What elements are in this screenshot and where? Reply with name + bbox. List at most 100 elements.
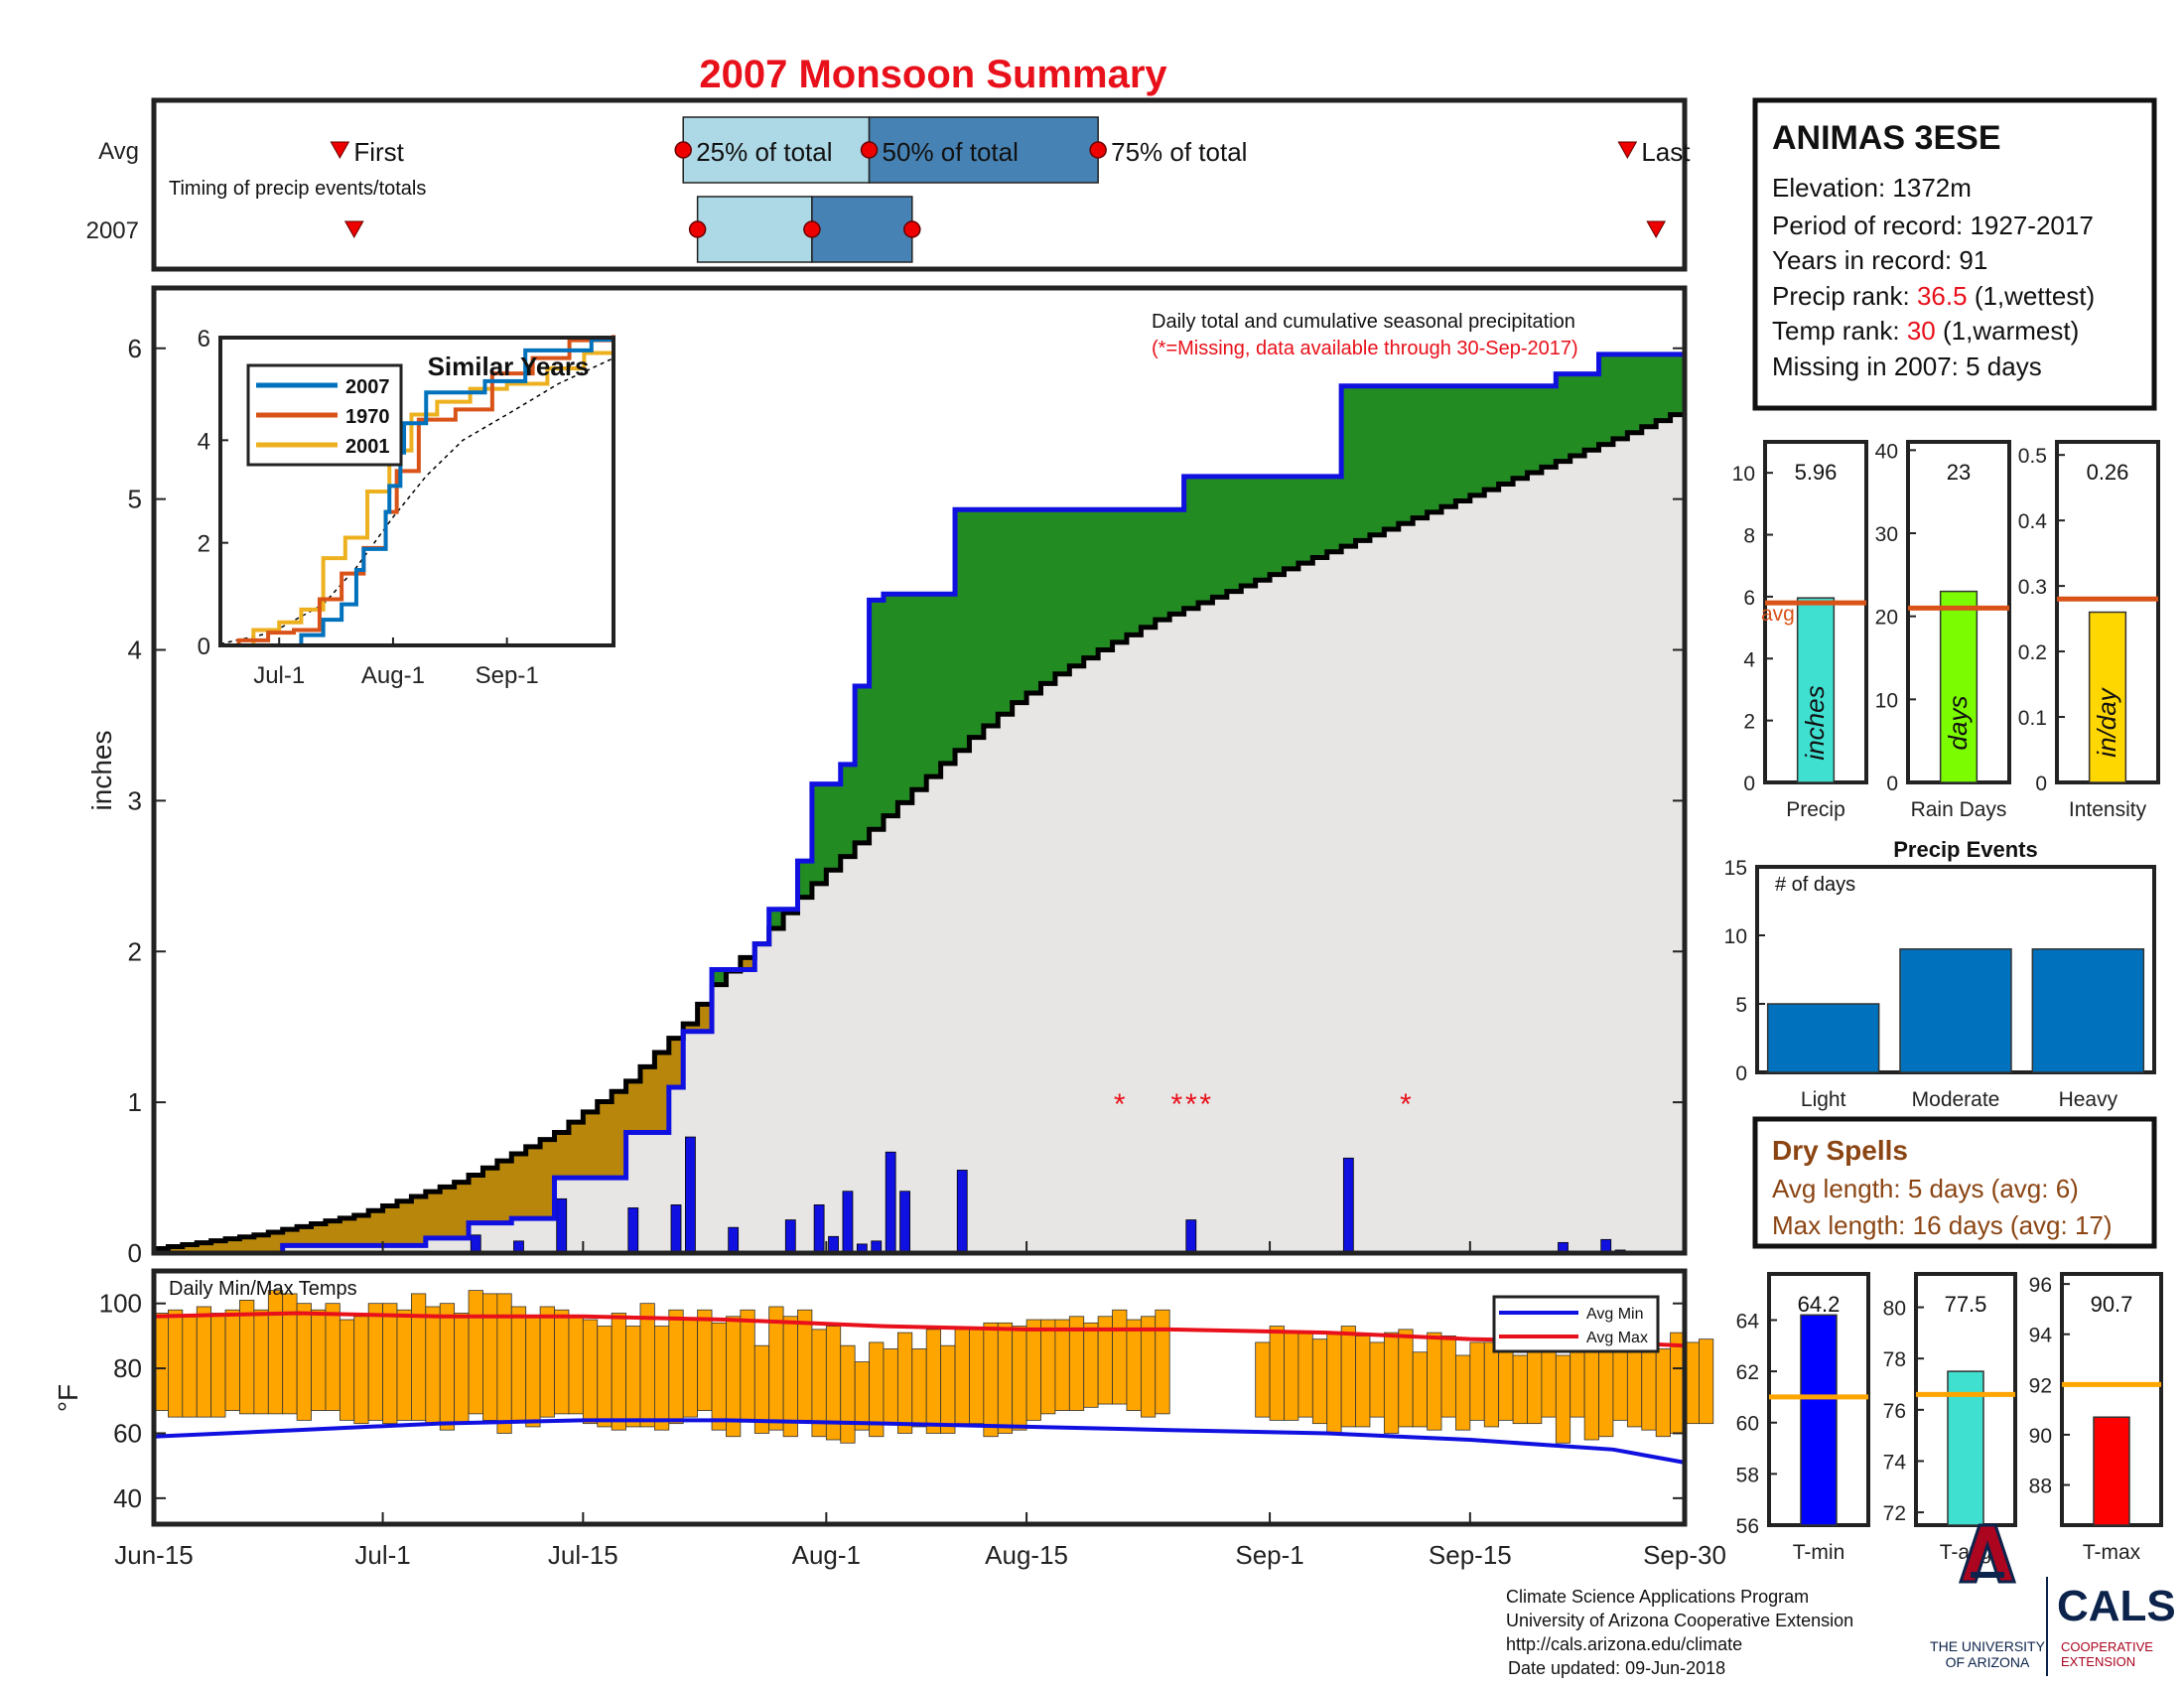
above-average-fill [1341, 385, 1357, 547]
daily-temp-bar [1699, 1338, 1714, 1425]
daily-precip-bar [784, 1219, 796, 1254]
t-max-category-label: T-max [2083, 1541, 2141, 1564]
daily-temp-bar [224, 1309, 240, 1411]
below-average-fill [368, 1210, 384, 1246]
rain-days-value-label: 23 [1947, 460, 1971, 485]
daily-temp-bar [969, 1329, 985, 1425]
daily-temp-bar [325, 1303, 341, 1411]
legend-label-2007: 2007 [345, 376, 390, 398]
timing-2007-q25-marker [688, 220, 707, 238]
below-average-fill [568, 1122, 584, 1179]
above-average-fill [1541, 385, 1557, 468]
above-average-fill [1183, 476, 1199, 609]
events-bar [1766, 1003, 1880, 1073]
timing-avg-q75-marker [1089, 141, 1107, 159]
daily-temp-bar [396, 1309, 412, 1421]
inset-y-tick-label: 4 [198, 428, 210, 455]
timing-2007-q75-marker [903, 220, 921, 238]
above-average-fill [1012, 509, 1027, 703]
precip-rank-value: 36.5 [1917, 281, 1968, 311]
daily-temp-bar [411, 1293, 427, 1421]
rain-days-y-tick-label: 0 [1886, 773, 1898, 795]
above-average-fill [1141, 509, 1157, 628]
university-of-arizona-logo: THE UNIVERSITY OF ARIZONA [1930, 1523, 2046, 1670]
above-average-fill [983, 509, 999, 726]
ua-line-1: THE UNIVERSITY [1930, 1638, 2046, 1654]
years-value: 91 [1959, 245, 1987, 275]
t-min-y-tick-label: 60 [1736, 1413, 1759, 1436]
temp-chart-title: Daily Min/Max Temps [169, 1278, 357, 1300]
above-average-fill [1556, 373, 1571, 462]
daily-temp-bar [1126, 1319, 1142, 1411]
below-average-fill [668, 1038, 684, 1087]
daily-temp-bar [1284, 1332, 1299, 1421]
above-average-fill [1126, 509, 1142, 635]
temp-legend: Avg Min Avg Max [1492, 1295, 1660, 1353]
missing-day-marker: * [1171, 1088, 1183, 1121]
rain-days-y-tick-label: 10 [1875, 689, 1898, 712]
daily-temp-bar [1155, 1309, 1170, 1415]
missing-day-marker: * [1114, 1088, 1126, 1121]
above-average-fill [1169, 509, 1185, 615]
timing-panel: Avg 2007 Timing of precip events/totals … [86, 97, 1691, 272]
cals-wordmark: CALS [2057, 1582, 2176, 1630]
q25-label: 25% of total [696, 137, 832, 167]
below-average-fill [168, 1246, 184, 1253]
daily-temp-bar [196, 1306, 212, 1418]
main-chart-title: Daily total and cumulative seasonal prec… [1152, 311, 1575, 333]
above-average-fill [1641, 353, 1657, 427]
daily-temp-bar [1255, 1341, 1271, 1418]
t-max-y-tick-label: 88 [2029, 1476, 2052, 1498]
daily-temp-bar [554, 1309, 570, 1415]
daily-temp-bar [1412, 1351, 1428, 1428]
events-y-tick-label: 10 [1724, 925, 1747, 948]
t-min-y-tick-label: 58 [1736, 1464, 1759, 1486]
date-x-tick-label: Jul-1 [354, 1540, 410, 1570]
daily-temp-bar [740, 1309, 755, 1421]
daily-temp-bar [911, 1348, 927, 1428]
main-chart-subtitle: (*=Missing, data available through 30-Se… [1152, 338, 1578, 359]
above-average-fill [1255, 476, 1271, 581]
temp-y-tick-label: 60 [113, 1418, 142, 1448]
t-avg-y-tick-label: 72 [1883, 1502, 1906, 1525]
cumulative-2007-line [154, 352, 1685, 1256]
daily-temp-bar [425, 1306, 441, 1425]
above-average-fill [1069, 509, 1085, 666]
below-average-fill [583, 1111, 599, 1179]
above-average-fill [1427, 385, 1442, 512]
below-average-fill [340, 1217, 355, 1246]
station-precip-rank: Precip rank: 36.5 (1,wettest) [1772, 281, 2095, 311]
daily-temp-bar [539, 1306, 555, 1418]
timing-2007-box-q50-q75 [811, 196, 913, 263]
avg-cumulative-area [154, 414, 1685, 1253]
precip-y-tick-label: 0 [1743, 773, 1755, 795]
below-average-fill [654, 1053, 670, 1133]
daily-temp-bar [597, 1326, 613, 1428]
below-average-fill [625, 1080, 641, 1133]
daily-temp-bar [668, 1309, 684, 1425]
above-average-fill [1026, 509, 1042, 694]
timing-2007-q50-marker [803, 220, 821, 238]
page-title: 2007 Monsoon Summary [699, 53, 1167, 96]
above-average-fill [1570, 373, 1585, 456]
timing-row-2007-label: 2007 [86, 217, 139, 244]
station-name: ANIMAS 3ESE [1772, 119, 2001, 157]
daily-temp-bar [525, 1316, 541, 1428]
below-average-fill [239, 1236, 255, 1253]
timing-2007-box-q25-q50 [696, 196, 813, 263]
daily-temp-bar [1040, 1319, 1056, 1415]
precip-events-chart: Precip Events 0 5 10 15 Light Moderate Heavy #… [1724, 837, 2156, 1111]
similar-years-inset: 0 2 4 6 Jul-1 Aug-1 Sep-1 Similar Years 2007 1… [198, 326, 615, 689]
missing-day-marker: * [1199, 1088, 1211, 1121]
legend-label-1970: 1970 [345, 406, 390, 428]
above-average-fill [1384, 385, 1400, 529]
below-average-fill [411, 1196, 427, 1246]
precip-avg-label: avg [1761, 603, 1795, 626]
below-average-fill [297, 1226, 313, 1246]
legend-label-avg-max: Avg Max [1586, 1330, 1648, 1346]
daily-temp-bar [1326, 1332, 1342, 1434]
daily-temp-bar [1598, 1338, 1614, 1438]
above-average-fill [1155, 509, 1170, 621]
station-years: Years in record: 91 [1772, 245, 1987, 275]
